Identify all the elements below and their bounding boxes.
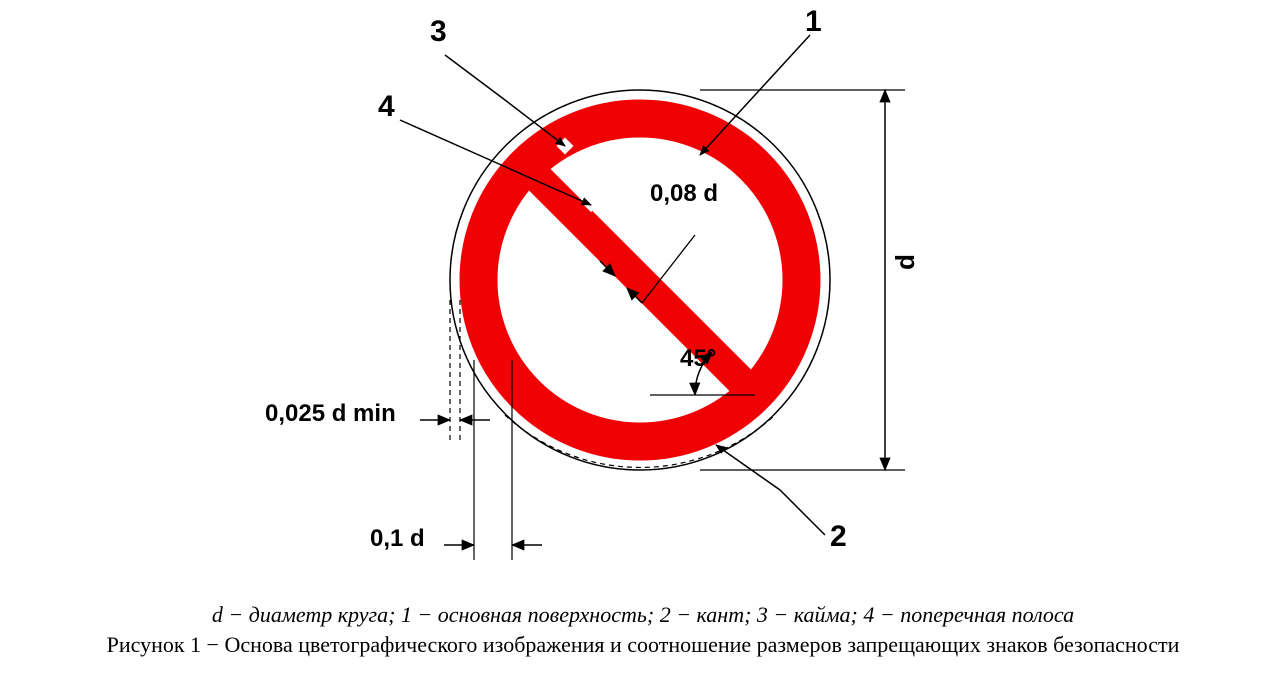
callout-3: 3 (430, 15, 447, 49)
legend-4-txt: − поперечная полоса (874, 602, 1074, 627)
legend-3-txt: − кайма; (768, 602, 863, 627)
dim-angle: 45° (680, 345, 716, 373)
leader-3 (445, 55, 565, 146)
legend-1-txt: − основная поверхность; (412, 602, 660, 627)
callout-2: 2 (830, 520, 847, 554)
legend-2-sym: 2 (660, 602, 671, 627)
legend-d-txt: − диаметр круга; (223, 602, 401, 627)
leader-1 (700, 35, 810, 155)
leader-2 (716, 445, 825, 535)
legend-3-sym: 3 (757, 602, 768, 627)
legend-4-sym: 4 (863, 602, 874, 627)
legend-1-sym: 1 (401, 602, 412, 627)
dim-ring: 0,1 d (370, 525, 425, 553)
legend-d-sym: d (212, 602, 223, 627)
legend-2-txt: − кант; (671, 602, 757, 627)
dim-edge: 0,025 d min (265, 400, 396, 428)
diagonal-band (525, 165, 755, 395)
callout-4: 4 (378, 90, 395, 124)
figure-title: Рисунок 1 − Основа цветографического изо… (0, 630, 1286, 660)
dim-band: 0,08 d (650, 180, 718, 208)
legend-line: d − диаметр круга; 1 − основная поверхно… (0, 600, 1286, 630)
diagram-stage: 1 2 3 4 d 0,08 d 45° 0,025 d min 0,1 d d… (0, 0, 1286, 694)
figure-svg (0, 0, 1286, 594)
callout-1: 1 (805, 5, 822, 39)
dim-d: d (890, 254, 921, 270)
